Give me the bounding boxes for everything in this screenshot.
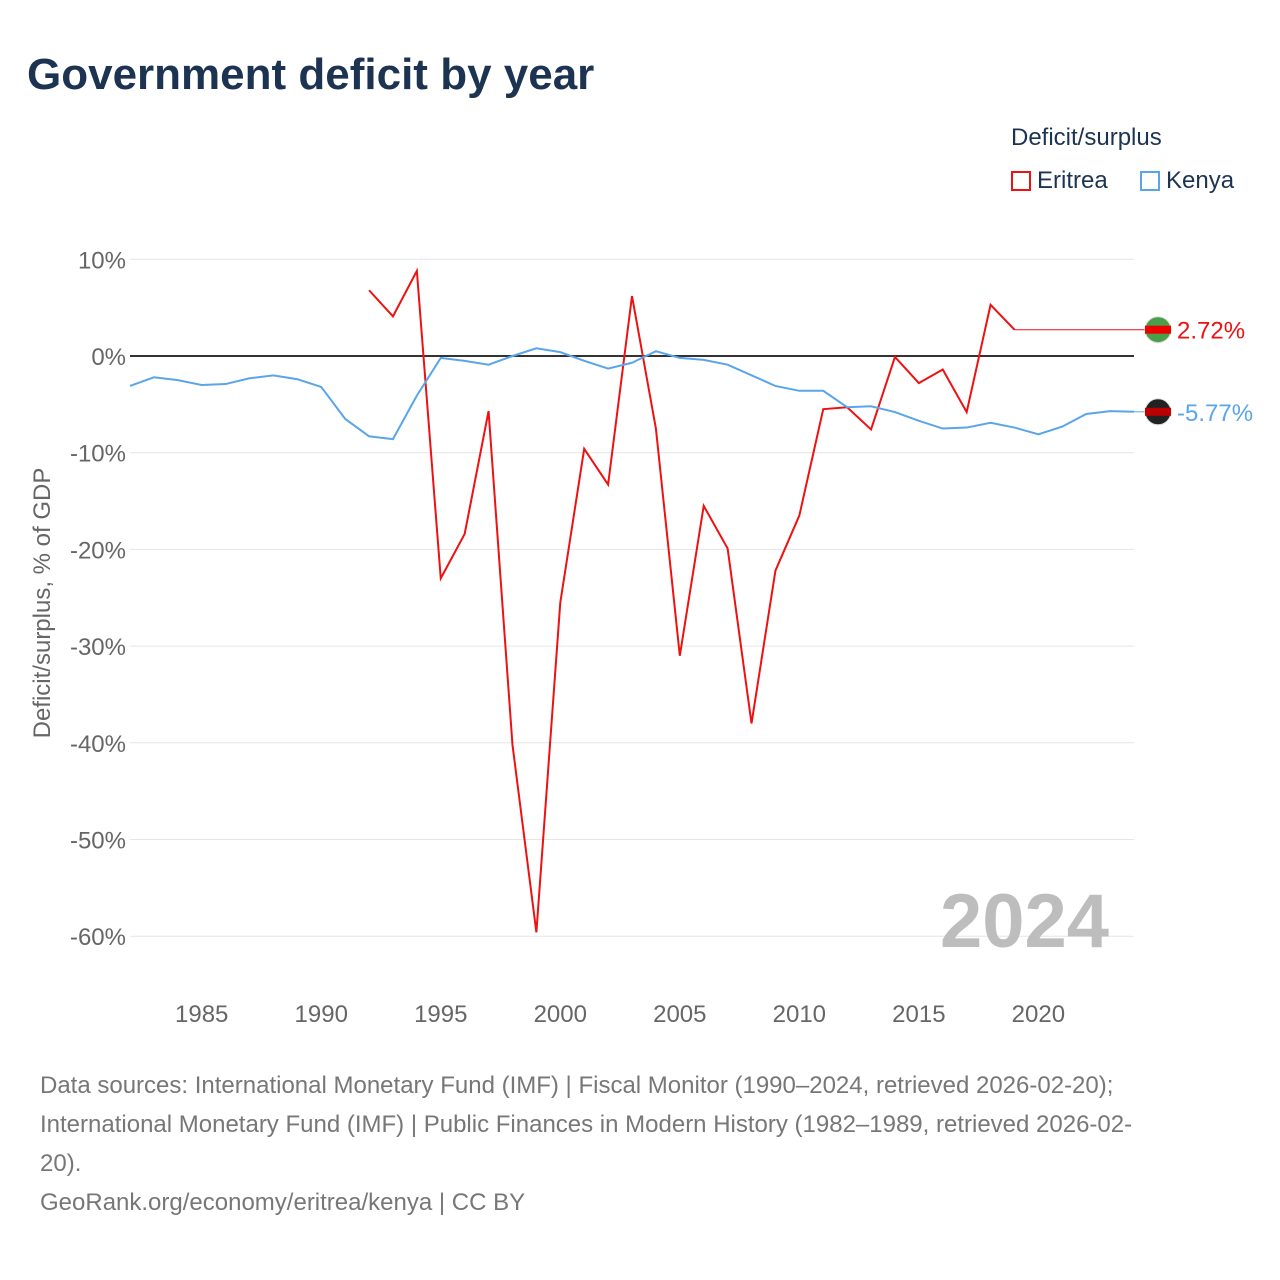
series-line-eritrea [368,267,1016,933]
x-tick-label: 2000 [534,1001,587,1028]
flag-stripe [1145,407,1171,416]
legend-label: Eritrea [1037,167,1108,194]
x-tick-label: 2015 [892,1001,945,1028]
y-tick-label: 10% [78,247,126,274]
y-tick-label: -30% [70,634,126,661]
x-tick-label: 2020 [1012,1001,1065,1028]
chart-title: Government deficit by year [27,50,595,99]
end-value-label: 2.72% [1177,318,1245,345]
source-text: 20). [40,1150,82,1177]
source-text: Data sources: International Monetary Fun… [40,1072,1114,1099]
y-tick-label: -40% [70,731,126,758]
x-tick-label: 2005 [653,1001,706,1028]
x-tick-label: 1990 [295,1001,348,1028]
legend-swatch [1140,171,1160,191]
x-tick-label: 1995 [414,1001,467,1028]
x-tick-label: 1985 [175,1001,228,1028]
y-tick-label: -10% [70,441,126,468]
legend-label: Kenya [1166,167,1235,194]
year-label: 2024 [940,879,1110,964]
y-tick-label: -50% [70,828,126,855]
series-line-kenya [129,347,1135,441]
credit-link[interactable]: GeoRank.org/economy/eritrea/kenya | CC B… [40,1189,526,1216]
flag-stripe [1145,325,1171,334]
legend-item-kenya[interactable]: Kenya [1140,167,1234,195]
y-tick-label: -20% [70,537,126,564]
y-tick-label: 0% [91,344,126,371]
legend-item-eritrea[interactable]: Eritrea [1011,167,1108,195]
source-text: International Monetary Fund (IMF) | Publ… [40,1111,1133,1138]
y-tick-label: -60% [70,924,126,951]
legend-swatch [1011,171,1031,191]
legend-title: Deficit/surplus [1011,124,1162,151]
y-axis-label: Deficit/surplus, % of GDP [29,468,56,739]
end-value-label: -5.77% [1177,400,1253,427]
x-tick-label: 2010 [773,1001,826,1028]
